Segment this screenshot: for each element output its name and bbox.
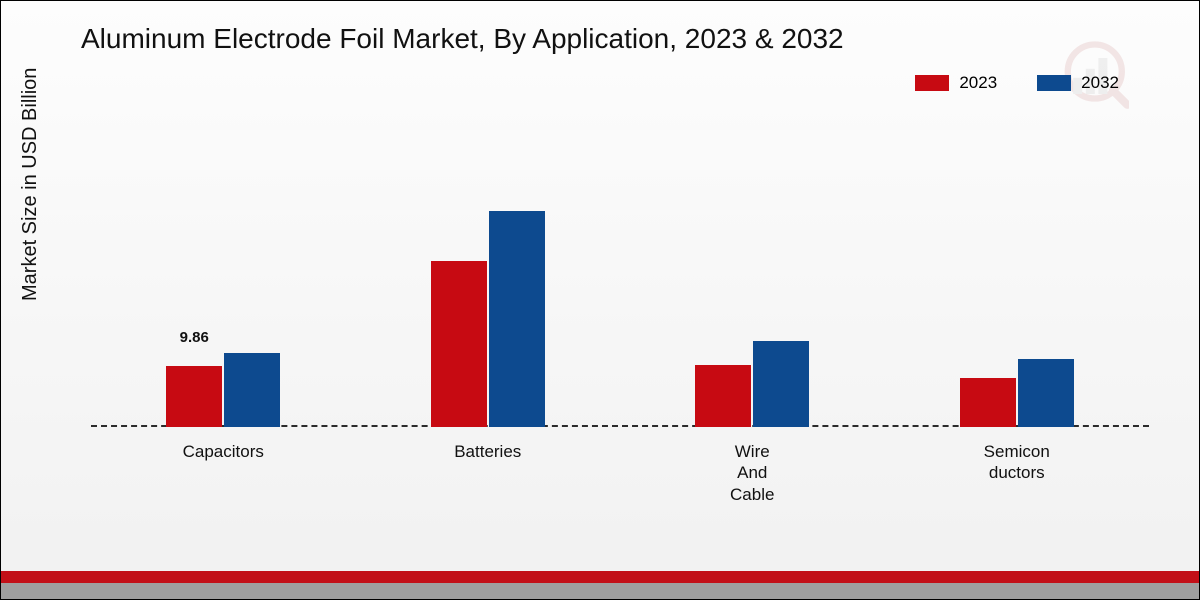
- legend-item-2032: 2032: [1037, 73, 1119, 93]
- bar-groups: 9.86: [91, 121, 1149, 427]
- legend-swatch-2023: [915, 75, 949, 91]
- bar-2023: [695, 365, 751, 427]
- x-label: Batteries: [413, 433, 563, 499]
- group-batteries: [431, 211, 545, 427]
- legend-swatch-2032: [1037, 75, 1071, 91]
- legend-label-2023: 2023: [959, 73, 997, 93]
- legend-item-2023: 2023: [915, 73, 997, 93]
- chart-frame: Aluminum Electrode Foil Market, By Appli…: [0, 0, 1200, 600]
- x-label: Wire And Cable: [677, 433, 827, 499]
- x-axis-labels: Capacitors Batteries Wire And Cable Semi…: [91, 433, 1149, 499]
- plot-area: 9.86 Capacitors Batteries Wire And Cable…: [91, 121, 1149, 499]
- legend: 2023 2032: [915, 73, 1119, 93]
- bar-2032: [753, 341, 809, 427]
- bar-value-label: 9.86: [166, 329, 222, 346]
- group-wire-cable: [695, 341, 809, 427]
- footer-stripe-gray: [1, 583, 1199, 599]
- bar-2032: [224, 353, 280, 427]
- bar-2032: [1018, 359, 1074, 427]
- bar-2032: [489, 211, 545, 427]
- group-semiconductors: [960, 359, 1074, 427]
- chart-title: Aluminum Electrode Foil Market, By Appli…: [81, 23, 844, 55]
- group-capacitors: 9.86: [166, 353, 280, 427]
- x-label: Semicon ductors: [942, 433, 1092, 499]
- y-axis-label: Market Size in USD Billion: [19, 68, 42, 301]
- legend-label-2032: 2032: [1081, 73, 1119, 93]
- bar-2023: [431, 261, 487, 427]
- x-label: Capacitors: [148, 433, 298, 499]
- bar-2023: [960, 378, 1016, 427]
- bar-2023: [166, 366, 222, 427]
- footer-stripe-red: [1, 571, 1199, 583]
- footer-bar: [1, 575, 1199, 599]
